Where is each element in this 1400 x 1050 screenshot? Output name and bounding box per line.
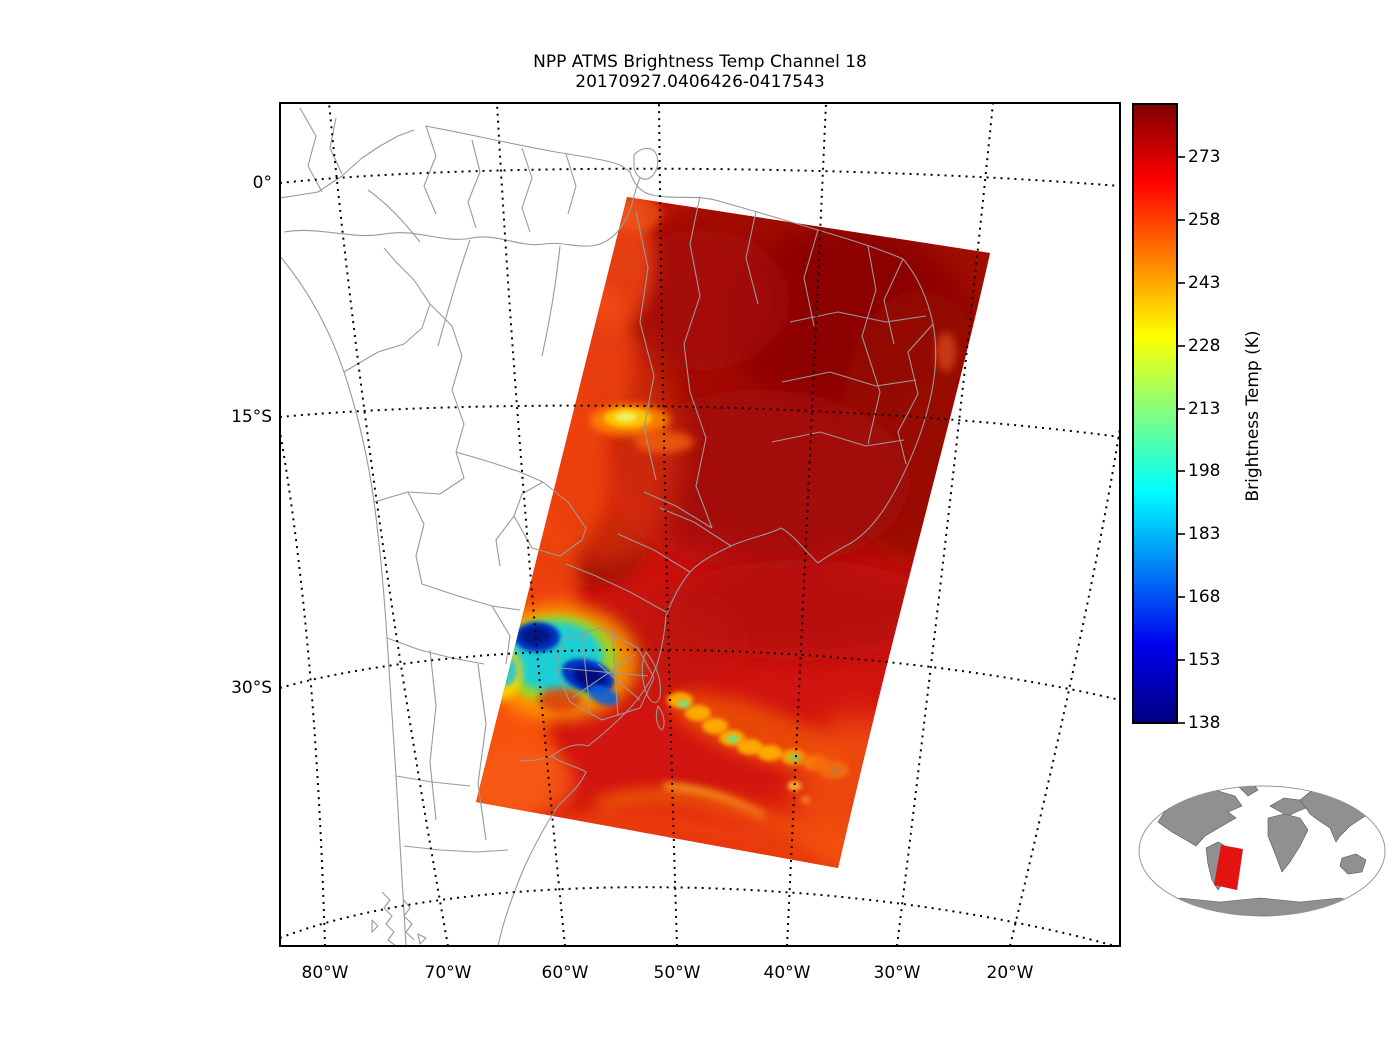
plot-title: NPP ATMS Brightness Temp Channel 18 (533, 52, 867, 72)
colorbar-tick-label: 183 (1188, 524, 1221, 544)
inset-australia (1339, 853, 1367, 875)
colorbar-tick-label: 153 (1188, 650, 1221, 670)
colorbar-tick-label: 138 (1188, 713, 1221, 733)
x-tick-label: 30°W (873, 963, 921, 983)
y-tick-label: 0° (252, 173, 272, 193)
inset-greenland (1237, 786, 1259, 797)
y-tick-label: 30°S (231, 678, 272, 698)
x-tick-label: 40°W (763, 963, 811, 983)
colorbar-axis-label: Brightness Temp (K) (1243, 330, 1263, 502)
colorbar-tick-label: 228 (1188, 336, 1221, 356)
colorbar-tick-label: 243 (1188, 273, 1221, 293)
inset-africa (1267, 813, 1309, 873)
plot-subtitle: 20170927.0406426-0417543 (575, 72, 825, 92)
colorbar-tick-label: 273 (1188, 147, 1221, 167)
colorbar-ticks (1177, 156, 1185, 724)
graticule (281, 104, 1119, 945)
colorbar-tick-label: 198 (1188, 461, 1221, 481)
x-tick-label: 70°W (424, 963, 472, 983)
coastlines (281, 107, 937, 945)
x-tick-label: 60°W (541, 963, 589, 983)
inset-swath-footprint (1214, 845, 1243, 890)
x-tick-label: 80°W (301, 963, 349, 983)
colorbar-tick-label: 213 (1188, 399, 1221, 419)
inset-antarctica (1148, 897, 1373, 916)
x-tick-label: 20°W (986, 963, 1034, 983)
colorbar (1132, 103, 1185, 724)
colorbar-tick-label: 168 (1188, 587, 1221, 607)
y-tick-label: 15°S (231, 407, 272, 427)
temperature-swath (476, 197, 990, 868)
map-frame (279, 102, 1121, 947)
colorbar-tick-label: 258 (1188, 210, 1221, 230)
x-tick-label: 50°W (653, 963, 701, 983)
inset-world-map (1138, 785, 1386, 917)
